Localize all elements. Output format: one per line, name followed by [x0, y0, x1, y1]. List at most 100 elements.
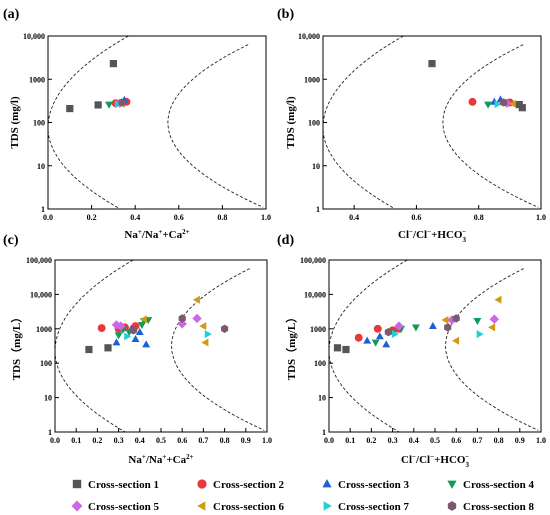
y-tick-label: 10	[318, 394, 326, 403]
legend-label: Cross-section 6	[213, 501, 284, 513]
plot-area	[328, 259, 542, 433]
data-points	[66, 60, 131, 113]
y-tick-label: 100,000	[26, 256, 52, 265]
data-point	[500, 98, 508, 107]
data-point	[363, 336, 372, 344]
x-tick-label: 0.4	[135, 436, 145, 445]
x-tick-label: 0.2	[366, 436, 376, 445]
panel-label: (b)	[277, 7, 294, 22]
legend-marker	[323, 501, 332, 511]
legend-marker	[447, 480, 457, 489]
x-tick-label: 0.2	[92, 436, 102, 445]
x-tick-label: 0.3	[388, 436, 398, 445]
y-tick-label: 1000	[310, 325, 326, 334]
legend: Cross-section 1 Cross-section 2 Cross-sect…	[71, 479, 534, 513]
x-tick-label: 1.0	[536, 436, 546, 445]
x-axis-label: Cl−/Cl−+HCO3−	[401, 453, 469, 469]
x-tick-label: 0.6	[411, 213, 421, 222]
legend-marker	[72, 479, 82, 489]
x-tick-label: 0.5	[430, 436, 440, 445]
data-point	[178, 314, 186, 323]
data-point	[111, 320, 122, 330]
x-tick-label: 0.8	[217, 213, 227, 222]
x-tick-label: 0.0	[324, 436, 334, 445]
y-axis-label: TDS（mg/L）	[285, 312, 298, 380]
data-point	[354, 333, 363, 342]
boundary-curves	[329, 260, 539, 432]
y-tick-label: 10	[37, 162, 45, 171]
data-point	[85, 345, 93, 354]
data-point	[201, 338, 209, 347]
data-point	[139, 315, 147, 324]
chart-panel-2: 0.4 0.6 0.8 1.0 1 10 100 1000 10,000 (b) TDS (mg/l…	[277, 7, 546, 244]
data-point	[515, 100, 523, 109]
legend-label: Cross-section 4	[463, 479, 534, 491]
data-point	[484, 101, 493, 109]
x-tick-label: 0.0	[43, 213, 53, 222]
boundary-curve-1	[55, 260, 134, 432]
y-tick-label: 100	[40, 359, 52, 368]
data-point	[444, 323, 452, 332]
x-tick-label: 1.0	[261, 213, 271, 222]
legend-label: Cross-section 8	[463, 501, 534, 513]
x-tick-label: 0.9	[515, 436, 525, 445]
y-tick-label: 100	[33, 119, 45, 128]
y-tick-label: 10,000	[304, 290, 326, 299]
y-tick-label: 10,000	[30, 290, 52, 299]
legend-marker	[322, 479, 332, 488]
boundary-curve-1	[323, 36, 404, 209]
boundary-curve-2	[442, 44, 539, 208]
y-tick-label: 100	[308, 119, 320, 128]
data-point	[375, 332, 384, 340]
y-tick-label: 1000	[29, 75, 45, 84]
data-point	[428, 60, 436, 68]
boundary-curves	[48, 36, 264, 209]
data-point	[373, 324, 382, 333]
data-point	[473, 317, 482, 326]
x-tick-label: 0.1	[71, 436, 81, 445]
x-tick-label: 0.2	[87, 213, 97, 222]
y-tick-label: 1	[316, 205, 320, 214]
data-point	[94, 101, 102, 109]
data-point	[112, 338, 121, 346]
x-tick-label: 0.4	[349, 213, 359, 222]
data-point	[135, 327, 144, 336]
data-point	[142, 340, 151, 348]
data-point	[131, 335, 140, 343]
data-point	[342, 345, 350, 354]
x-axis-label: Na+/Na++Ca2+	[124, 228, 189, 241]
x-tick-label: 1.0	[536, 213, 546, 222]
x-tick-label: 0.5	[156, 436, 166, 445]
x-tick-label: 0.9	[241, 436, 251, 445]
y-tick-label: 1	[322, 428, 326, 437]
x-tick-label: 0.6	[451, 436, 461, 445]
data-point	[221, 324, 229, 333]
legend-marker	[447, 501, 457, 511]
data-point	[452, 314, 460, 323]
panel-label: (a)	[3, 7, 20, 22]
legend-label: Cross-section 1	[88, 479, 159, 491]
data-point	[116, 321, 126, 331]
x-tick-label: 0.6	[177, 436, 187, 445]
data-point	[204, 330, 212, 339]
boundary-curve-2	[167, 44, 264, 208]
data-point	[137, 322, 146, 330]
boundary-curve-2	[171, 268, 265, 431]
legend-marker	[197, 479, 207, 489]
panel-label: (c)	[3, 233, 19, 248]
plot-area	[47, 35, 267, 210]
legend-label: Cross-section 7	[338, 501, 409, 513]
chart-panel-3: 0.0 0.1 0.2 0.3 0.4 0.5 0.6 0.7 0.8 0.9 1.0 1 10 100 1…	[3, 233, 272, 466]
data-point	[428, 321, 437, 329]
y-tick-label: 1000	[304, 75, 320, 84]
y-tick-label: 1	[41, 205, 45, 214]
x-tick-label: 0.6	[174, 213, 184, 222]
data-point	[104, 344, 112, 352]
data-point	[97, 324, 106, 333]
x-tick-label: 0.8	[220, 436, 230, 445]
data-point	[371, 339, 380, 347]
legend-marker	[197, 501, 206, 511]
data-point	[452, 336, 460, 345]
data-point	[105, 101, 113, 109]
legend-marker	[71, 500, 83, 512]
